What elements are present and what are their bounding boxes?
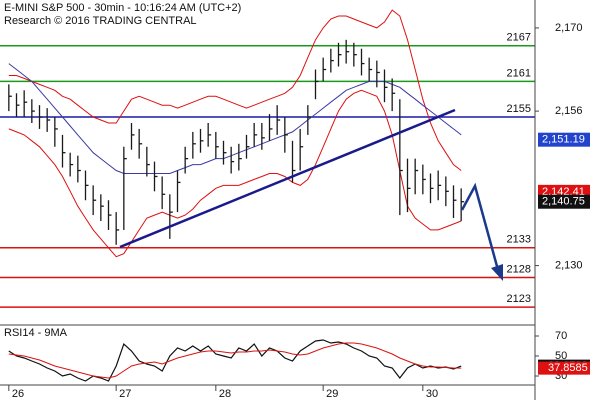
level-label: 2128 bbox=[507, 263, 531, 275]
level-label: 2133 bbox=[507, 234, 531, 246]
forecast-arrow bbox=[460, 182, 500, 271]
x-tick-label: 28 bbox=[219, 388, 231, 400]
level-label: 2167 bbox=[507, 32, 531, 44]
y-tick-label: 70 bbox=[555, 330, 567, 342]
plot-layer bbox=[0, 9, 535, 382]
value-tag-label: 37.8585 bbox=[548, 362, 588, 374]
indicator-title: RSI14 - 9MA bbox=[4, 327, 68, 339]
level-label: 2123 bbox=[507, 293, 531, 305]
chart-subtitle: Research © 2016 TRADING CENTRAL bbox=[4, 15, 197, 27]
moving-average bbox=[8, 63, 462, 174]
price-tag bbox=[538, 132, 590, 147]
level-label: 2155 bbox=[507, 103, 531, 115]
y-tick-label: 50 bbox=[555, 350, 567, 362]
price-tag-label: 2,151.19 bbox=[542, 134, 585, 146]
price-tag-label: 2,140.75 bbox=[542, 196, 585, 208]
value-tag bbox=[538, 361, 590, 375]
y-tick-label: 2,130 bbox=[555, 259, 583, 271]
x-tick-label: 30 bbox=[426, 388, 438, 400]
x-tick-label: 27 bbox=[119, 388, 131, 400]
x-tick-label: 29 bbox=[326, 388, 338, 400]
arrow-head bbox=[491, 264, 503, 281]
trend-line bbox=[119, 108, 456, 249]
chart-title: E-MINI S&P 500 - 30min - 10:16:24 AM (UT… bbox=[4, 2, 241, 14]
rsi-line bbox=[8, 342, 462, 379]
x-tick-label: 26 bbox=[12, 388, 24, 400]
y-tick-label: 2,156 bbox=[555, 105, 583, 117]
upper-band bbox=[8, 9, 462, 171]
level-label: 2161 bbox=[507, 67, 531, 79]
price-tag bbox=[538, 194, 590, 209]
y-tick-label: 2,170 bbox=[555, 22, 583, 34]
lower-band bbox=[8, 89, 462, 258]
